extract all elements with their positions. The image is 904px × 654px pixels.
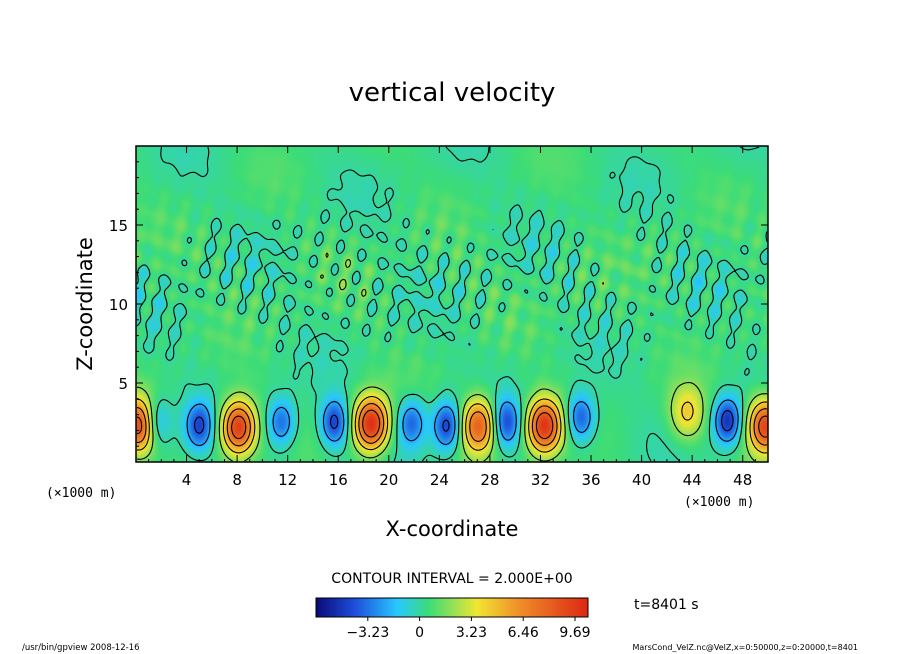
colorbar-ticks: −3.23 0 3.23 6.46 9.69 (346, 617, 591, 641)
x-tick-label: 20 (379, 471, 398, 489)
x-tick-label: 12 (278, 471, 297, 489)
x-tick-label: 28 (480, 471, 499, 489)
footer-program-date: /usr/bin/gpview 2008-12-16 (22, 643, 140, 653)
x-tick-label: 36 (581, 471, 600, 489)
x-tick-label: 44 (683, 471, 702, 489)
colorbar-tick-label: 6.46 (508, 625, 539, 641)
colorbar-tick-label: 9.69 (559, 625, 590, 641)
x-tick-label: 40 (632, 471, 651, 489)
y-tick-label: 15 (109, 217, 128, 235)
y-tick-label: 5 (118, 375, 128, 393)
y-axis-title: Z-coordinate (73, 237, 97, 371)
time-label: t=8401 s (634, 597, 699, 613)
colorbar-frame (315, 597, 589, 618)
contour-line (136, 146, 768, 462)
plot-area (136, 146, 768, 462)
colorbar-tick-label: −3.23 (346, 625, 389, 641)
contour-line (186, 399, 739, 447)
contour-line (136, 252, 768, 462)
x-axis: 4 8 12 16 20 24 28 32 36 40 44 48 (148, 146, 769, 489)
contour-interval-label: CONTOUR INTERVAL = 2.000E+00 (331, 571, 572, 587)
x-tick-label: 8 (232, 471, 242, 489)
x-tick-label: 4 (182, 471, 192, 489)
contour-line (136, 409, 768, 440)
x-tick-label: 32 (531, 471, 550, 489)
x-tick-label: 24 (430, 471, 449, 489)
contour-lines (136, 146, 768, 462)
contour-line (136, 395, 768, 454)
colorbar-tick-label: 3.23 (456, 625, 487, 641)
y-tick-label: 10 (109, 296, 128, 314)
y-axis: 5 10 15 (109, 161, 768, 447)
contour-line (136, 402, 768, 447)
y-unit-label: (×1000 m) (46, 486, 116, 501)
contour-line (194, 410, 734, 434)
x-axis-title: X-coordinate (386, 517, 519, 541)
x-tick-label: 48 (733, 471, 752, 489)
x-unit-label: (×1000 m) (684, 495, 754, 510)
colorbar-gradient (316, 598, 588, 617)
colorbar-tick-label: 0 (415, 625, 424, 641)
chart-title: vertical velocity (349, 78, 556, 108)
x-tick-label: 16 (329, 471, 348, 489)
footer-source: MarsCond_VelZ.nc@VelZ,x=0:50000,z=0:2000… (633, 643, 859, 652)
colorbar: −3.23 0 3.23 6.46 9.69 (315, 597, 591, 641)
